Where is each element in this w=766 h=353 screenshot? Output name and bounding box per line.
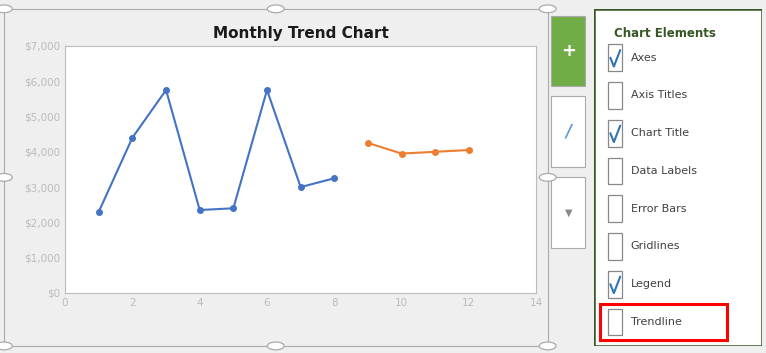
Text: Error Bars: Error Bars — [630, 204, 686, 214]
Text: Data Labels: Data Labels — [630, 166, 697, 176]
Sales — [162, 88, 171, 92]
FancyBboxPatch shape — [608, 44, 622, 71]
Text: Trendline: Trendline — [630, 317, 682, 327]
Text: /: / — [565, 123, 571, 141]
Future Sales — [397, 151, 406, 156]
Sales — [329, 176, 339, 180]
Future Sales — [430, 150, 440, 154]
Line: Sales: Sales — [96, 87, 337, 215]
FancyBboxPatch shape — [608, 120, 622, 146]
Sales — [296, 185, 305, 189]
Text: Axis Titles: Axis Titles — [630, 90, 687, 101]
FancyBboxPatch shape — [608, 82, 622, 109]
Text: Chart Title: Chart Title — [630, 128, 689, 138]
Text: Axes: Axes — [630, 53, 657, 63]
Sales — [229, 206, 238, 210]
Sales — [94, 210, 103, 214]
FancyBboxPatch shape — [608, 309, 622, 335]
Text: Legend: Legend — [630, 279, 672, 289]
Text: Gridlines: Gridlines — [630, 241, 680, 251]
Line: Future Sales: Future Sales — [365, 140, 472, 156]
Sales — [128, 136, 137, 140]
FancyBboxPatch shape — [608, 196, 622, 222]
FancyBboxPatch shape — [608, 158, 622, 184]
FancyBboxPatch shape — [608, 233, 622, 260]
Text: +: + — [561, 42, 576, 60]
FancyBboxPatch shape — [552, 177, 585, 248]
Future Sales — [363, 141, 372, 145]
Text: Chart Elements: Chart Elements — [614, 28, 715, 40]
Sales — [263, 88, 272, 92]
FancyBboxPatch shape — [552, 16, 585, 86]
FancyBboxPatch shape — [594, 9, 762, 346]
Text: ▼: ▼ — [565, 208, 572, 218]
Future Sales — [464, 148, 473, 152]
Title: Monthly Trend Chart: Monthly Trend Chart — [213, 25, 388, 41]
FancyBboxPatch shape — [552, 96, 585, 167]
FancyBboxPatch shape — [608, 271, 622, 298]
Sales — [195, 208, 205, 212]
